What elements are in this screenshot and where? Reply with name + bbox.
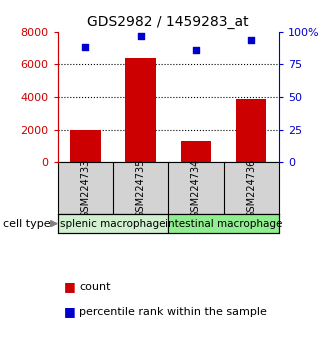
Bar (168, 214, 279, 233)
Bar (70, 130, 101, 162)
Title: GDS2982 / 1459283_at: GDS2982 / 1459283_at (87, 16, 249, 29)
Text: GSM224733: GSM224733 (81, 159, 90, 218)
Text: count: count (79, 282, 111, 292)
Bar (125, 58, 156, 162)
Text: splenic macrophage: splenic macrophage (60, 219, 166, 229)
Point (138, 33, 143, 39)
Bar (181, 141, 211, 162)
Text: ■: ■ (64, 305, 76, 318)
Text: GSM224736: GSM224736 (246, 159, 256, 218)
Bar (58, 214, 168, 233)
Text: intestinal macrophage: intestinal macrophage (165, 219, 282, 229)
Point (193, 47, 199, 53)
Bar (236, 99, 266, 162)
Point (248, 37, 254, 42)
Text: GSM224734: GSM224734 (191, 159, 201, 218)
Text: percentile rank within the sample: percentile rank within the sample (79, 307, 267, 316)
Text: GSM224735: GSM224735 (136, 159, 146, 218)
Text: cell type: cell type (3, 219, 51, 229)
Point (83, 45, 88, 50)
Text: ■: ■ (64, 280, 76, 293)
